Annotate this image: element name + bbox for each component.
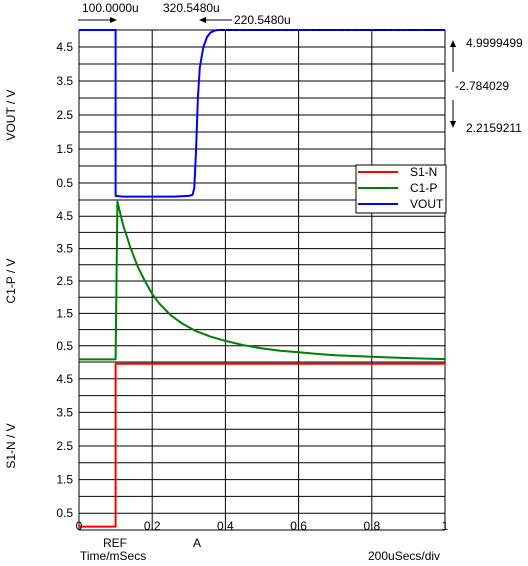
- y-tick-label: 2.5: [56, 274, 73, 288]
- value-measurement: 4.9999499 -2.784029 2.2159211: [450, 36, 523, 135]
- y-tick-label: 3.5: [56, 74, 73, 88]
- y-tick-label: 2.5: [56, 439, 73, 453]
- a-time-label: 320.5480u: [163, 1, 220, 15]
- label-layer: 0.5 1.5 2.5 3.5 4.5 VOUT / V 0.5 1.5 2.5 3.5 4.5 C1…: [4, 29, 449, 533]
- y-tick-label: 1.5: [56, 473, 73, 487]
- x-tick-label: 0.2: [144, 519, 161, 533]
- y-axis-label: C1-P / V: [4, 258, 18, 303]
- ref-time-label: 100.0000u: [82, 1, 139, 15]
- y-tick-label: 0.5: [56, 339, 73, 353]
- value-top-label: 4.9999499: [466, 36, 523, 50]
- value-up-arrow-head: [450, 40, 456, 47]
- legend[interactable]: S1-N C1-P VOUT: [355, 164, 447, 214]
- legend-label-vout: VOUT: [410, 197, 444, 211]
- legend-item-c1-p[interactable]: C1-P: [358, 181, 437, 195]
- x-tick-label: 1: [442, 519, 449, 533]
- x-axis-labels: Time/mSecs 200uSecs/div REF A: [80, 536, 440, 563]
- legend-item-s1-n[interactable]: S1-N: [358, 165, 437, 179]
- y-tick-label: 0.5: [56, 176, 73, 190]
- x-tick-label: 0.4: [217, 519, 234, 533]
- delta-time-label: 220.5480u: [234, 13, 291, 27]
- x-axis-unit-label: Time/mSecs: [80, 549, 146, 563]
- y-axis-label: S1-N / V: [4, 423, 18, 468]
- measurement-header: 100.0000u 320.5480u 220.5480u: [78, 1, 291, 27]
- y-tick-label: 1.5: [56, 142, 73, 156]
- x-axis-division-label: 200uSecs/div: [368, 549, 440, 563]
- legend-item-vout[interactable]: VOUT: [358, 197, 444, 211]
- y-tick-label: 4.5: [56, 209, 73, 223]
- trace-c1-p: [79, 200, 446, 361]
- value-bottom-label: 2.2159211: [466, 121, 522, 135]
- ref-cursor-label: REF: [103, 536, 127, 550]
- grid-layer: [78, 29, 446, 531]
- y-axis-label: VOUT / V: [4, 89, 18, 140]
- trace-s1-n: [79, 362, 445, 528]
- y-tick-label: 0.5: [56, 506, 73, 520]
- trace-layer: [79, 29, 446, 528]
- y-tick-label: 2.5: [56, 108, 73, 122]
- delta-arrow-head: [199, 17, 206, 23]
- ref-arrow-head: [110, 17, 117, 23]
- x-tick-label: 0.8: [363, 519, 380, 533]
- a-cursor-label: A: [193, 536, 201, 550]
- x-tick-label: 0: [76, 519, 83, 533]
- y-tick-label: 4.5: [56, 372, 73, 386]
- value-down-arrow-head: [450, 121, 456, 128]
- legend-label-c1-p: C1-P: [410, 181, 437, 195]
- x-tick-label: 0.6: [290, 519, 307, 533]
- y-tick-label: 4.5: [56, 40, 73, 54]
- trace-vout: [79, 29, 445, 198]
- y-tick-label: 1.5: [56, 306, 73, 320]
- y-tick-label: 3.5: [56, 242, 73, 256]
- legend-label-s1-n: S1-N: [410, 165, 437, 179]
- value-delta-label: -2.784029: [455, 79, 509, 93]
- y-tick-label: 3.5: [56, 405, 73, 419]
